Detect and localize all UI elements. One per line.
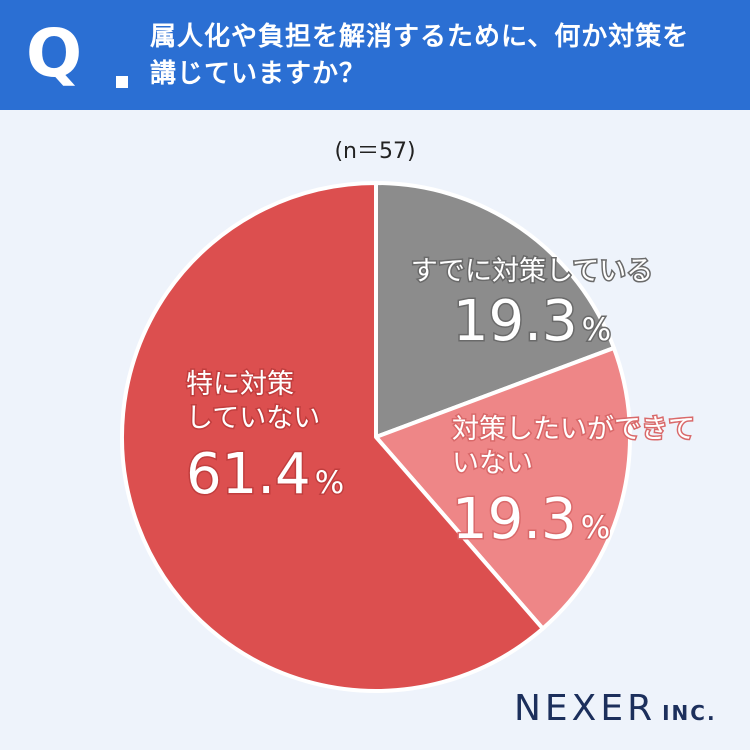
nexer-logo: NEXER INC.	[514, 688, 717, 729]
slice-name-2-line-2: いない	[452, 448, 533, 479]
q-dot	[116, 76, 128, 88]
pie-slice-3	[120, 181, 545, 693]
question-line-1: 属人化や負担を解消するために、何か対策を	[150, 22, 690, 52]
slice-name-3-line-2: していない	[186, 403, 320, 434]
slice-name-2-line-1: 対策したいができて	[452, 414, 695, 445]
pie-slice-1	[374, 181, 616, 439]
slice-value-1: 19.3%	[453, 289, 611, 354]
logo-main: NEXER	[514, 688, 657, 729]
question-text: 属人化や負担を解消するために、何か対策を 講じていますか？	[150, 19, 730, 93]
slice-name-3-line-1: 特に対策	[186, 369, 294, 400]
q-label: Q	[26, 15, 83, 92]
sample-size: (n＝57)	[334, 139, 416, 164]
logo-suffix: INC.	[662, 701, 717, 725]
header-banner: Q 属人化や負担を解消するために、何か対策を 講じていますか？	[0, 0, 750, 110]
slice-value-3: 61.4%	[186, 442, 344, 507]
slice-value-2: 19.3%	[452, 487, 610, 552]
pie-slice-2	[374, 345, 632, 631]
slice-name-1-line-1: すでに対策している	[411, 256, 653, 287]
question-line-2: 講じていますか？	[150, 59, 367, 89]
